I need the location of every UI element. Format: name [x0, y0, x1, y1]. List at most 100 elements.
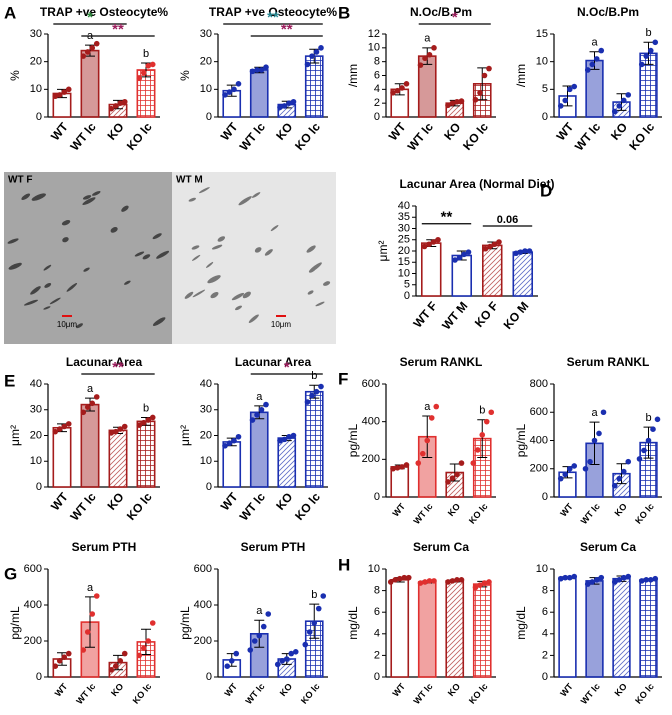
data-point	[449, 475, 456, 481]
significance-label: **	[112, 359, 124, 376]
data-point	[477, 582, 483, 588]
scale-bar-label: 10μm	[57, 320, 78, 329]
y-tick-label: 12	[368, 28, 380, 40]
bar	[108, 429, 128, 488]
x-tick-label: WT M	[439, 299, 470, 333]
bar	[512, 251, 534, 297]
data-point	[422, 55, 428, 62]
y-tick-label: 0	[542, 671, 548, 683]
data-point	[625, 573, 632, 580]
data-point	[320, 593, 327, 599]
data-point	[112, 103, 119, 109]
x-tick-label: KO lc	[626, 120, 657, 153]
data-point	[117, 426, 124, 432]
data-point	[117, 100, 124, 106]
y-tick-label: 0	[374, 491, 380, 503]
y-tick-label: 200	[24, 635, 42, 647]
y-tick-label: 20	[200, 56, 212, 68]
bar	[304, 390, 324, 488]
data-point	[281, 436, 288, 443]
data-point	[647, 47, 654, 54]
data-point	[309, 392, 315, 399]
data-point	[56, 658, 63, 664]
lacuna	[254, 247, 262, 253]
data-point	[286, 100, 292, 106]
lacuna	[31, 193, 46, 201]
data-point	[465, 249, 472, 255]
image-label: WT M	[176, 175, 203, 186]
scale-bar-label: 10μm	[271, 320, 292, 329]
data-point	[121, 98, 128, 105]
data-point	[654, 416, 661, 423]
lacuna	[206, 261, 214, 268]
y-tick-label: 600	[530, 406, 548, 418]
y-axis-label: μm²	[8, 425, 22, 446]
data-point	[652, 39, 659, 46]
y-tick-label: 200	[362, 453, 380, 465]
y-tick-label: 0	[404, 290, 410, 302]
data-point	[445, 579, 451, 585]
x-tick-label: KO lc	[299, 681, 322, 705]
error-bar	[57, 652, 67, 666]
data-point	[286, 433, 292, 440]
data-point	[487, 243, 493, 250]
x-tick-label: KO lc	[124, 490, 155, 523]
error-bar	[589, 421, 600, 466]
data-point	[112, 428, 119, 435]
x-tick-label: WT lc	[74, 681, 97, 706]
data-point	[422, 579, 428, 585]
x-tick-label: WT lc	[579, 501, 602, 526]
data-point	[562, 574, 569, 581]
group-letter: b	[311, 589, 317, 601]
lacuna	[142, 254, 151, 260]
data-point	[419, 450, 426, 457]
y-tick-label: 5	[404, 279, 410, 291]
data-point	[226, 89, 233, 95]
y-tick-label: 10	[368, 563, 380, 575]
y-tick-label: 10	[398, 267, 410, 279]
x-tick-label: WT	[222, 681, 239, 699]
y-tick-label: 15	[536, 28, 548, 40]
data-point	[277, 437, 283, 444]
y-tick-label: 200	[530, 463, 548, 475]
panel-label: E	[4, 371, 15, 390]
data-point	[274, 661, 281, 668]
data-point	[65, 86, 72, 93]
lacuna	[211, 244, 223, 250]
x-tick-label: KO	[278, 681, 294, 698]
y-tick-label: 600	[24, 563, 42, 575]
x-tick-label: WT	[48, 119, 71, 143]
data-point	[235, 433, 242, 440]
data-point	[647, 577, 654, 583]
data-point	[645, 437, 652, 444]
y-tick-label: 40	[200, 378, 212, 390]
lacuna	[134, 251, 145, 257]
x-tick-label: KO F	[472, 299, 501, 330]
data-point	[483, 418, 490, 425]
lacuna	[242, 291, 251, 299]
y-tick-label: 200	[194, 635, 212, 647]
lacuna	[191, 245, 200, 250]
data-point	[222, 443, 228, 449]
x-tick-label: WT lc	[412, 681, 435, 706]
lacuna	[188, 197, 196, 202]
chart-title: Lacunar Area	[66, 355, 143, 369]
data-point	[486, 65, 492, 72]
data-point	[643, 577, 650, 583]
data-point	[638, 61, 645, 68]
data-point	[136, 652, 143, 659]
x-tick-label: WT	[390, 501, 407, 519]
bar	[420, 242, 442, 297]
group-letter: b	[311, 370, 317, 382]
data-point	[482, 245, 489, 252]
data-point	[584, 67, 591, 73]
data-point	[557, 475, 564, 482]
data-point	[596, 430, 602, 437]
x-tick-label: WT	[218, 119, 241, 143]
data-point	[65, 650, 72, 657]
data-point	[108, 105, 115, 112]
panel-label: H	[338, 555, 350, 574]
x-tick-label: KO lc	[460, 120, 491, 153]
y-tick-label: 10	[536, 56, 548, 68]
data-point	[477, 89, 483, 96]
